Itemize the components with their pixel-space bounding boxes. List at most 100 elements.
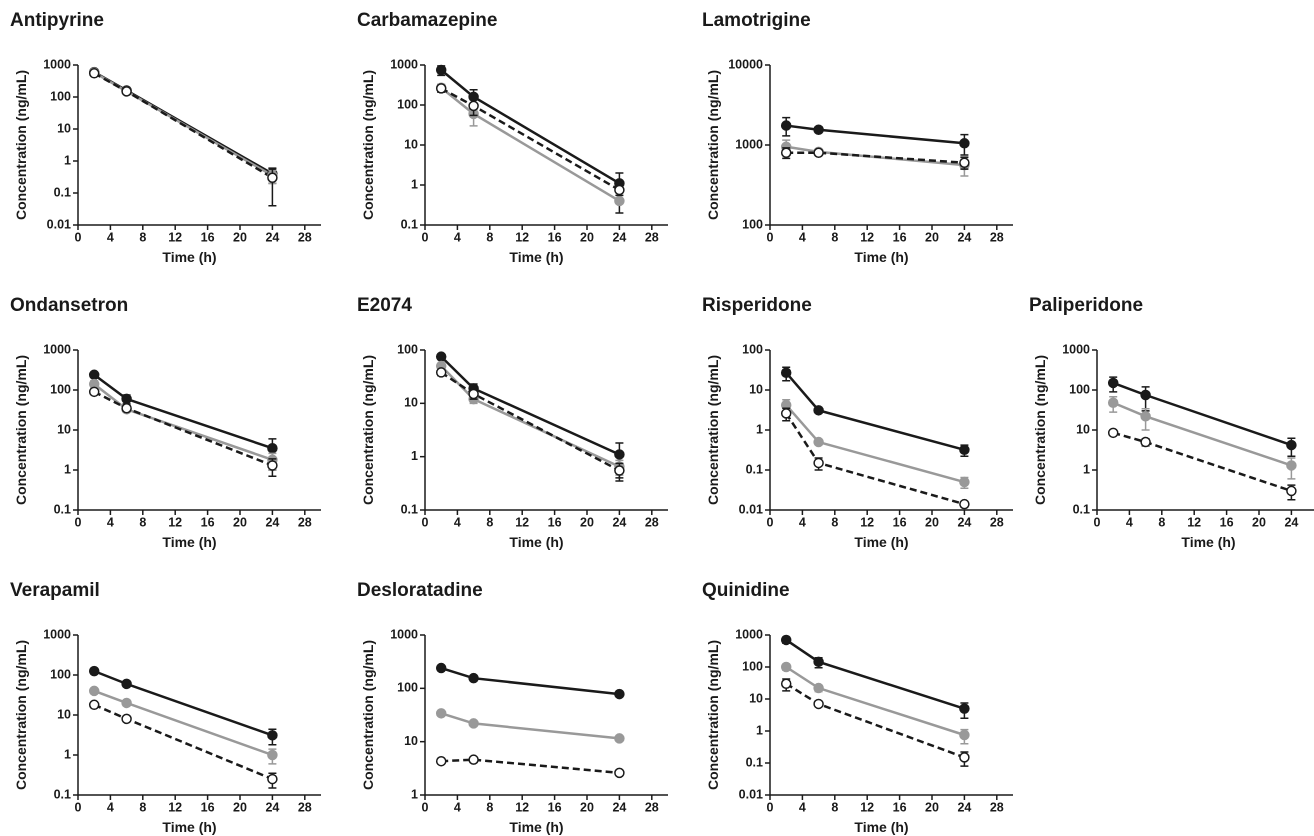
data-point bbox=[88, 665, 100, 677]
series-line bbox=[785, 638, 965, 710]
x-tick-label: 8 bbox=[486, 515, 493, 529]
data-point bbox=[121, 86, 132, 97]
x-tick-label: 24 bbox=[612, 800, 626, 814]
x-tick-label: 0 bbox=[75, 515, 82, 529]
y-axis-label: Concentration (ng/mL) bbox=[360, 640, 376, 790]
x-tick-label: 8 bbox=[1158, 515, 1165, 529]
data-point bbox=[614, 767, 625, 779]
chart-panel: Paliperidone0.111010010000481216202428Ti… bbox=[1029, 295, 1314, 550]
data-point bbox=[959, 752, 970, 763]
x-tick-label: 0 bbox=[422, 515, 429, 529]
data-point bbox=[121, 713, 132, 725]
series-line bbox=[440, 86, 621, 202]
y-tick-label: 1000 bbox=[43, 342, 71, 356]
data-point bbox=[813, 405, 824, 416]
data-point bbox=[88, 685, 100, 697]
y-tick-label: 0.1 bbox=[1073, 502, 1090, 516]
chart-panel: E2074 0.1 1 10 100 0 4 8 12 16 20 24 28 Time (h) Conce… bbox=[357, 295, 668, 550]
data-point bbox=[435, 64, 447, 76]
y-tick-label: 0.1 bbox=[746, 462, 763, 476]
x-axis-label: Time (h) bbox=[162, 249, 216, 265]
data-point bbox=[780, 678, 792, 689]
x-tick-label: 12 bbox=[860, 800, 874, 814]
x-tick-label: 4 bbox=[454, 515, 461, 529]
data-point bbox=[813, 147, 824, 159]
x-tick-label: 28 bbox=[645, 515, 659, 529]
series-line bbox=[93, 373, 273, 450]
data-point bbox=[121, 697, 132, 709]
y-axis-label: Concentration (ng/mL) bbox=[1032, 355, 1048, 505]
x-tick-label: 12 bbox=[515, 800, 529, 814]
x-tick-label: 0 bbox=[75, 800, 82, 814]
data-point bbox=[813, 682, 824, 694]
y-tick-label: 100 bbox=[50, 382, 71, 396]
y-tick-label: 100 bbox=[50, 89, 71, 103]
x-tick-label: 0 bbox=[767, 230, 774, 244]
y-tick-label: 10 bbox=[404, 137, 418, 151]
data-point bbox=[435, 83, 447, 94]
chart-title: Ondansetron bbox=[10, 295, 128, 316]
x-axis-label: Time (h) bbox=[509, 249, 563, 265]
y-axis-label: Concentration (ng/mL) bbox=[13, 70, 29, 220]
x-tick-label: 4 bbox=[107, 800, 114, 814]
y-tick-label: 100 bbox=[397, 342, 418, 356]
data-point bbox=[780, 120, 792, 131]
y-tick-label: 100 bbox=[397, 681, 418, 695]
x-tick-label: 0 bbox=[422, 230, 429, 244]
x-tick-label: 24 bbox=[265, 515, 279, 529]
x-tick-label: 28 bbox=[990, 800, 1004, 814]
y-tick-label: 100 bbox=[742, 217, 763, 231]
x-tick-label: 4 bbox=[454, 800, 461, 814]
chart-panel: Ondansetron 0.1 1 10 100 1000 0 4 8 12 16 20 24 28 Tim… bbox=[10, 295, 321, 550]
x-tick-label: 24 bbox=[957, 230, 971, 244]
y-tick-label: 1000 bbox=[735, 137, 763, 151]
x-tick-label: 16 bbox=[548, 230, 562, 244]
y-tick-label: 1 bbox=[756, 422, 763, 436]
y-axis-label: Concentration (ng/mL) bbox=[705, 70, 721, 220]
y-tick-label: 0.1 bbox=[54, 787, 71, 801]
series-line bbox=[93, 703, 273, 781]
data-point bbox=[959, 157, 970, 168]
data-point bbox=[1140, 436, 1151, 448]
series-line bbox=[440, 365, 620, 468]
series-line bbox=[440, 371, 620, 472]
y-tick-label: 1 bbox=[411, 787, 418, 801]
data-point bbox=[1286, 439, 1297, 451]
x-tick-label: 28 bbox=[298, 230, 312, 244]
x-axis-label: Time (h) bbox=[1181, 534, 1235, 550]
series-line bbox=[440, 712, 620, 740]
y-tick-label: 1000 bbox=[735, 627, 763, 641]
x-tick-label: 20 bbox=[233, 515, 247, 529]
x-tick-label: 0 bbox=[1094, 515, 1101, 529]
series-line bbox=[1112, 401, 1292, 467]
y-tick-label: 1000 bbox=[43, 57, 71, 71]
chart-title: E2074 bbox=[357, 295, 412, 316]
x-tick-label: 12 bbox=[168, 515, 182, 529]
x-tick-label: 12 bbox=[515, 515, 529, 529]
x-tick-label: 20 bbox=[1252, 515, 1266, 529]
data-point bbox=[780, 147, 792, 159]
y-tick-label: 10000 bbox=[728, 57, 763, 71]
y-tick-label: 1000 bbox=[43, 627, 71, 641]
x-tick-label: 8 bbox=[139, 230, 146, 244]
data-point bbox=[435, 662, 447, 674]
data-point bbox=[614, 465, 625, 476]
data-point bbox=[813, 124, 824, 136]
data-point bbox=[121, 678, 132, 690]
data-point bbox=[267, 442, 278, 454]
y-tick-label: 1 bbox=[1083, 462, 1090, 476]
chart-title: Antipyrine bbox=[10, 10, 104, 31]
x-tick-label: 4 bbox=[799, 800, 806, 814]
y-axis-label: Concentration (ng/mL) bbox=[13, 355, 29, 505]
data-point bbox=[267, 730, 278, 741]
x-tick-label: 4 bbox=[1126, 515, 1133, 529]
y-axis-label: Concentration (ng/mL) bbox=[13, 640, 29, 790]
x-tick-label: 28 bbox=[645, 230, 659, 244]
x-tick-label: 4 bbox=[799, 230, 806, 244]
series-line bbox=[786, 124, 965, 145]
x-tick-label: 8 bbox=[486, 800, 493, 814]
x-tick-label: 4 bbox=[107, 230, 114, 244]
data-point bbox=[88, 699, 100, 711]
chart-panel: Desloratadine 1 10 100 1000 0 4 8 12 16 20 24 28 Time… bbox=[357, 580, 668, 835]
data-point bbox=[614, 184, 625, 196]
